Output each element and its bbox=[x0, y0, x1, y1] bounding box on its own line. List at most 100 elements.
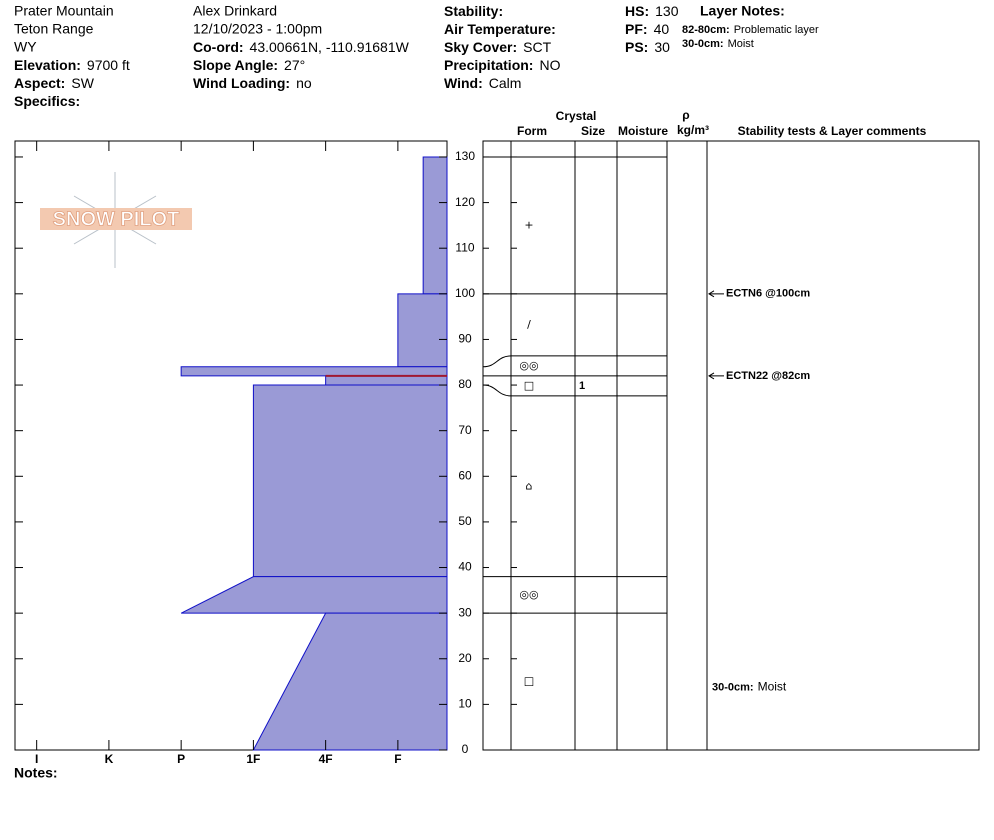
field-value: 9700 ft bbox=[87, 57, 130, 73]
header-field: PF: 40 bbox=[625, 21, 669, 37]
note-label: 30-0cm: bbox=[682, 38, 724, 50]
layer-notes-title: Layer Notes: bbox=[700, 3, 785, 19]
field-label: Slope Angle: bbox=[193, 57, 278, 73]
layer-note: 82-80cm: Problematic layer bbox=[682, 24, 819, 36]
header-text: Alex Drinkard bbox=[193, 3, 277, 19]
header-field: Co-ord: 43.00661N, -110.91681W bbox=[193, 39, 410, 55]
field-label: Wind: bbox=[444, 75, 483, 91]
note-value: Problematic layer bbox=[734, 24, 819, 36]
x-tick-label: K bbox=[105, 752, 114, 766]
field-value: 130 bbox=[655, 3, 679, 19]
note-label: 82-80cm: bbox=[682, 24, 730, 36]
y-tick-label: 130 bbox=[455, 149, 475, 163]
field-label: Aspect: bbox=[14, 75, 65, 91]
grain-form: ◎◎ bbox=[519, 588, 538, 601]
grain-form: ◎◎ bbox=[519, 359, 538, 372]
field-label: Elevation: bbox=[14, 57, 81, 73]
header-text: Teton Range bbox=[14, 21, 94, 37]
x-tick-label: 1F bbox=[246, 752, 260, 766]
field-value: 43.00661N, -110.91681W bbox=[250, 39, 410, 55]
header-field: Precipitation: NO bbox=[444, 57, 561, 73]
test-arrow bbox=[708, 290, 724, 298]
header-text: WY bbox=[14, 39, 37, 55]
header-field: HS: 130 bbox=[625, 3, 679, 19]
table-frame bbox=[482, 140, 980, 751]
x-tick-label: I bbox=[35, 752, 38, 766]
comment-label: 30-0cm: bbox=[712, 681, 754, 693]
test-label: ECTN6 @100cm bbox=[726, 288, 810, 300]
layer-comment: 30-0cm: Moist bbox=[712, 680, 787, 694]
field-value: SW bbox=[71, 75, 94, 91]
layer-connector bbox=[482, 355, 512, 368]
header-field: Air Temperature: bbox=[444, 21, 556, 37]
y-tick-label: 40 bbox=[458, 560, 472, 574]
y-tick-label: 0 bbox=[462, 742, 469, 756]
x-tick-label: 4F bbox=[319, 752, 333, 766]
field-label: HS: bbox=[625, 3, 649, 19]
y-tick-label: 60 bbox=[458, 468, 472, 482]
field-value: SCT bbox=[523, 39, 551, 55]
header-field: Elevation: 9700 ft bbox=[14, 57, 130, 73]
x-tick-label: P bbox=[177, 752, 185, 766]
header-field: Stability: bbox=[444, 3, 503, 19]
header-field: Sky Cover: SCT bbox=[444, 39, 552, 55]
layer-note: 30-0cm: Moist bbox=[682, 38, 754, 50]
grain-form: □ bbox=[524, 675, 534, 688]
hardness-layer bbox=[180, 576, 448, 614]
hardness-layer bbox=[252, 384, 448, 578]
grain-form: + bbox=[524, 218, 533, 231]
hardness-layer bbox=[252, 612, 448, 751]
field-value: no bbox=[296, 75, 312, 91]
field-value: 30 bbox=[654, 39, 670, 55]
y-tick-label: 80 bbox=[458, 377, 472, 391]
column-header: kg/m³ bbox=[677, 123, 709, 137]
field-label: PS: bbox=[625, 39, 648, 55]
header-field: Aspect: SW bbox=[14, 75, 95, 91]
field-label: Sky Cover: bbox=[444, 39, 517, 55]
header-field: PS: 30 bbox=[625, 39, 670, 55]
hardness-layer bbox=[397, 293, 448, 368]
field-label: Stability: bbox=[444, 3, 503, 19]
hardness-layer bbox=[325, 375, 448, 386]
hardness-layer bbox=[180, 366, 448, 377]
comment-text: Moist bbox=[758, 680, 787, 694]
y-tick-label: 10 bbox=[458, 697, 472, 711]
grain-size: 1 bbox=[579, 380, 585, 392]
notes-label: Notes: bbox=[14, 765, 58, 781]
y-tick-label: 30 bbox=[458, 605, 472, 619]
header-text: 12/10/2023 - 1:00pm bbox=[193, 21, 322, 37]
header-field: Specifics: bbox=[14, 93, 80, 109]
logo-text: SNOW PILOT bbox=[53, 208, 180, 230]
column-header: ρ bbox=[682, 108, 689, 122]
hardness-layer bbox=[422, 156, 448, 295]
layer-connector bbox=[482, 384, 512, 397]
field-label: Wind Loading: bbox=[193, 75, 290, 91]
field-value: 27° bbox=[284, 57, 305, 73]
field-label: Precipitation: bbox=[444, 57, 533, 73]
y-tick-label: 110 bbox=[455, 240, 474, 254]
column-header: Stability tests & Layer comments bbox=[738, 124, 927, 138]
y-tick-label: 120 bbox=[455, 195, 475, 209]
field-value: 40 bbox=[654, 21, 670, 37]
field-value: NO bbox=[539, 57, 560, 73]
column-header: Crystal bbox=[556, 109, 597, 123]
x-tick-label: F bbox=[394, 752, 401, 766]
column-header: Size bbox=[581, 124, 605, 138]
test-label: ECTN22 @82cm bbox=[726, 370, 810, 382]
header-field: Wind: Calm bbox=[444, 75, 521, 91]
header-field: Slope Angle: 27° bbox=[193, 57, 305, 73]
field-value: Calm bbox=[489, 75, 522, 91]
y-tick-label: 90 bbox=[458, 332, 472, 346]
grain-form: ⌂ bbox=[526, 479, 533, 492]
y-tick-label: 100 bbox=[455, 286, 475, 300]
header-text: Prater Mountain bbox=[14, 3, 114, 19]
test-arrow bbox=[708, 372, 724, 380]
field-label: PF: bbox=[625, 21, 648, 37]
y-tick-label: 50 bbox=[458, 514, 472, 528]
grain-form: □ bbox=[524, 379, 534, 392]
field-label: Air Temperature: bbox=[444, 21, 556, 37]
y-tick-label: 70 bbox=[458, 423, 472, 437]
grain-form: / bbox=[527, 318, 531, 331]
field-label: Co-ord: bbox=[193, 39, 244, 55]
